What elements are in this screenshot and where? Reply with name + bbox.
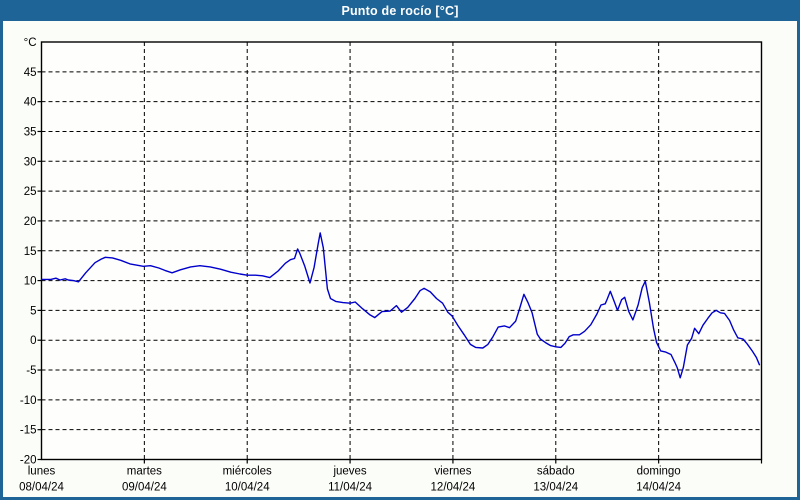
- x-axis-labels: lunes 08/04/24 martes 09/04/24 miércoles 10/0…: [19, 466, 682, 494]
- x-date-label: 14/04/24: [636, 482, 681, 494]
- x-date-label: 08/04/24: [19, 482, 64, 494]
- x-day-label: domingo: [637, 466, 681, 478]
- x-date-label: 11/04/24: [328, 482, 373, 494]
- window-title: Punto de rocío [°C]: [341, 3, 459, 18]
- x-date-label: 10/04/24: [225, 482, 270, 494]
- y-tick-label: -5: [26, 365, 36, 377]
- y-tick-label: 10: [24, 276, 37, 288]
- y-tick-label: -20: [20, 455, 37, 467]
- x-day-label: lunes: [28, 466, 56, 478]
- y-tick-label: 5: [30, 305, 36, 317]
- plot-border: [40, 41, 763, 461]
- y-axis-labels: °C 45 40 35 30 25 20 15 10 5 0 -5 -10 -15 -20: [20, 37, 37, 467]
- x-date-label: 12/04/24: [431, 482, 476, 494]
- y-axis-unit-label: °C: [24, 37, 37, 49]
- x-day-label: sábado: [537, 466, 575, 478]
- y-tick-label: 40: [24, 97, 37, 109]
- y-tick-label: -15: [20, 425, 37, 437]
- y-tick-label: 25: [24, 186, 37, 198]
- y-tick-label: 30: [24, 156, 37, 168]
- x-date-label: 13/04/24: [533, 482, 578, 494]
- y-tick-label: 0: [30, 335, 36, 347]
- x-day-label: jueves: [332, 466, 366, 478]
- x-day-label: martes: [127, 466, 162, 478]
- y-gridlines: [41, 71, 762, 431]
- dewpoint-line: [40, 232, 761, 379]
- y-tick-label: -10: [20, 395, 37, 407]
- y-tick-label: 45: [24, 67, 37, 79]
- x-date-label: 09/04/24: [122, 482, 167, 494]
- y-tick-label: 20: [24, 216, 37, 228]
- x-day-label: miércoles: [223, 466, 272, 478]
- y-tick-label: 15: [24, 246, 37, 258]
- y-tick-label: 35: [24, 126, 37, 138]
- window-titlebar: Punto de rocío [°C]: [0, 0, 800, 21]
- x-day-label: viernes: [434, 466, 471, 478]
